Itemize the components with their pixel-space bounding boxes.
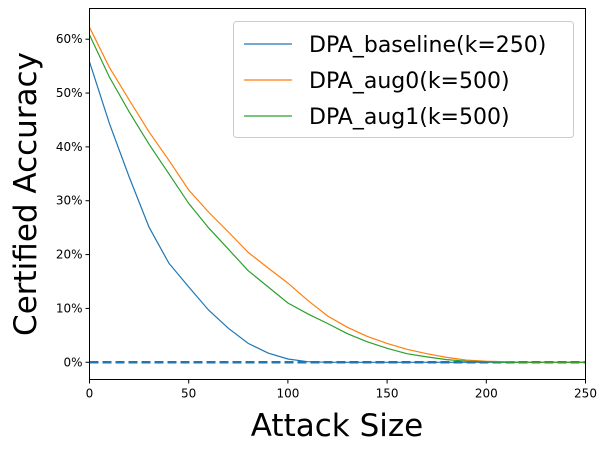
legend-label-1: DPA_aug0(k=500) xyxy=(309,69,510,94)
series-line-2 xyxy=(88,34,586,363)
x-tick-label-1: 50 xyxy=(181,387,196,401)
legend-label-2: DPA_aug1(k=500) xyxy=(309,105,510,130)
x-axis-label: Attack Size xyxy=(251,408,423,444)
y-tick-label-2: 20% xyxy=(56,248,83,262)
x-tick-label-5: 250 xyxy=(574,387,597,401)
y-tick-label-1: 10% xyxy=(56,301,83,315)
legend-label-0: DPA_baseline(k=250) xyxy=(309,33,546,58)
y-tick-label-3: 30% xyxy=(56,194,83,208)
legend-box xyxy=(233,21,574,138)
y-axis-label: Certified Accuracy xyxy=(8,52,44,336)
x-tick-label-0: 0 xyxy=(86,387,94,401)
y-tick-label-0: 0% xyxy=(63,355,82,369)
x-tick-label-3: 150 xyxy=(376,387,399,401)
plot-frame xyxy=(89,8,586,380)
legend: DPA_baseline(k=250) DPA_aug0(k=500) DPA_au… xyxy=(233,21,574,138)
x-tick-label-4: 200 xyxy=(475,387,498,401)
y-tick-label-5: 50% xyxy=(56,86,83,100)
x-tick-label-2: 100 xyxy=(276,387,299,401)
y-tick-label-6: 60% xyxy=(56,32,83,46)
y-tick-label-4: 40% xyxy=(56,140,83,154)
